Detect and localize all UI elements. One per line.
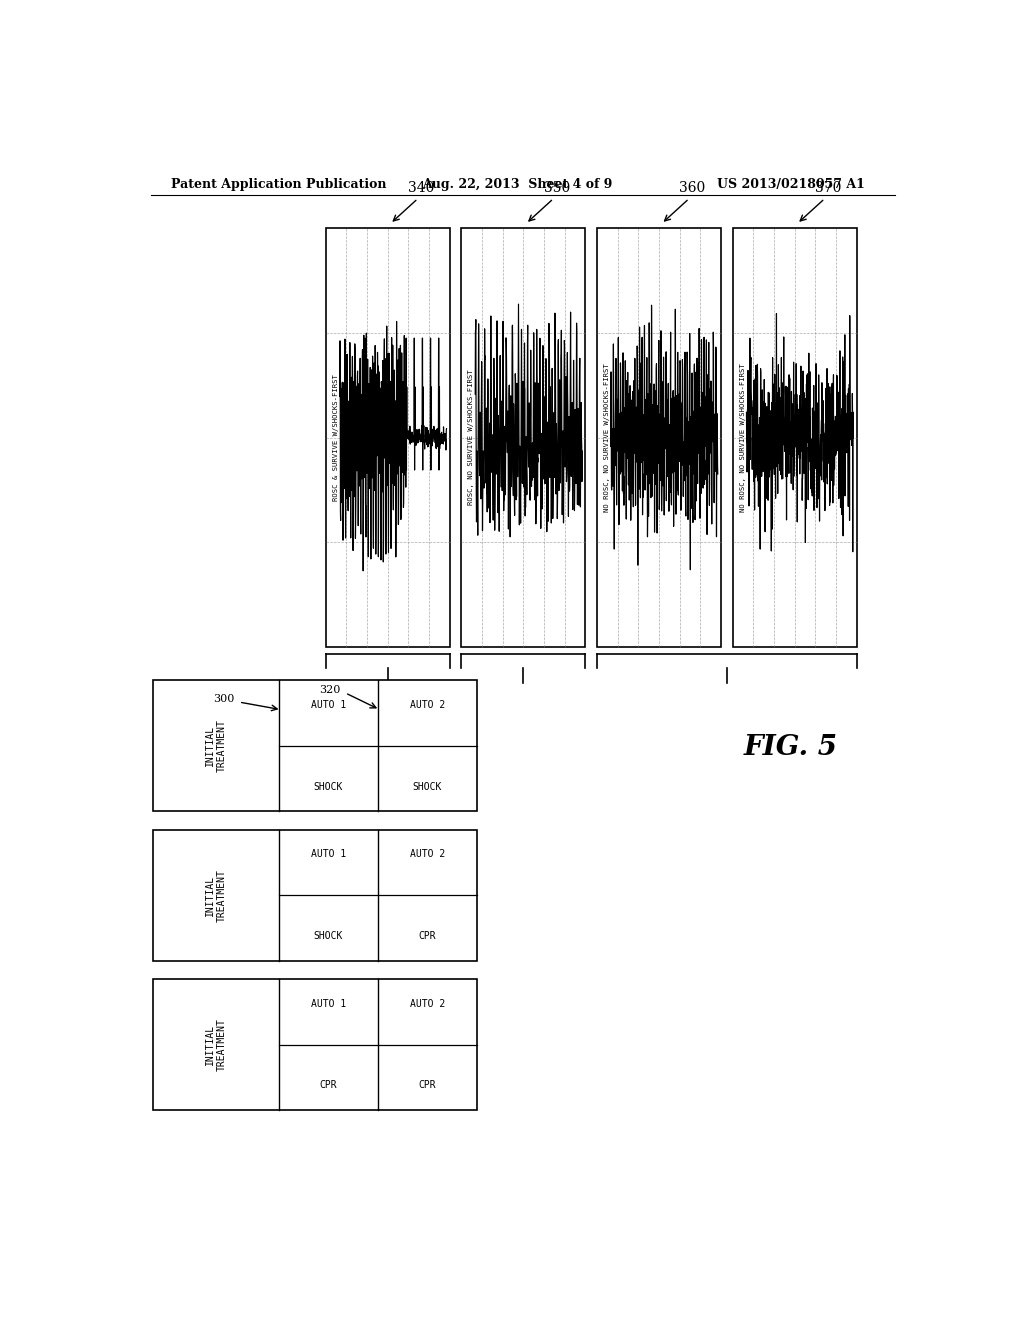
Text: SHOCK: SHOCK	[313, 781, 343, 792]
Bar	[153, 979, 477, 1110]
Text: ROSC & SURVIVE W/SHOCKS-FIRST: ROSC & SURVIVE W/SHOCKS-FIRST	[333, 374, 339, 502]
Text: US 2013/0218057 A1: US 2013/0218057 A1	[717, 178, 865, 190]
Text: SHOCK: SHOCK	[313, 931, 343, 941]
Text: INITIAL
TREATMENT: INITIAL TREATMENT	[205, 1018, 226, 1071]
Bar	[461, 228, 586, 647]
Bar	[153, 830, 477, 961]
Text: 300: 300	[213, 694, 234, 704]
Bar	[732, 228, 856, 647]
Text: CPR: CPR	[319, 1081, 337, 1090]
Text: CPR: CPR	[419, 931, 436, 941]
Text: AUTO 1: AUTO 1	[310, 700, 346, 710]
Text: INITIAL
TREATMENT: INITIAL TREATMENT	[205, 719, 226, 772]
Text: Aug. 22, 2013  Sheet 4 of 9: Aug. 22, 2013 Sheet 4 of 9	[423, 178, 613, 190]
Text: SHOCK: SHOCK	[413, 781, 441, 792]
Text: AUTO 2: AUTO 2	[410, 999, 444, 1008]
Text: FIG. 5: FIG. 5	[743, 734, 838, 760]
Text: ROSC, NO SURVIVE W/SHOCKS-FIRST: ROSC, NO SURVIVE W/SHOCKS-FIRST	[468, 370, 474, 506]
Text: NO ROSC, NO SURVIVE W/SHOCKS-FIRST: NO ROSC, NO SURVIVE W/SHOCKS-FIRST	[604, 363, 610, 512]
Text: 320: 320	[318, 685, 340, 694]
Text: Patent Application Publication: Patent Application Publication	[171, 178, 386, 190]
Text: AUTO 1: AUTO 1	[310, 850, 346, 859]
Text: 340: 340	[408, 181, 434, 195]
Text: 370: 370	[815, 181, 841, 195]
Text: 360: 360	[679, 181, 706, 195]
Text: CPR: CPR	[419, 1081, 436, 1090]
Text: AUTO 1: AUTO 1	[310, 999, 346, 1008]
Text: 350: 350	[544, 181, 569, 195]
Text: AUTO 2: AUTO 2	[410, 850, 444, 859]
Text: INITIAL
TREATMENT: INITIAL TREATMENT	[205, 869, 226, 921]
Text: AUTO 2: AUTO 2	[410, 700, 444, 710]
Bar	[326, 228, 450, 647]
Bar	[597, 228, 721, 647]
Text: NO ROSC, NO SURVIVE W/SHOCKS-FIRST: NO ROSC, NO SURVIVE W/SHOCKS-FIRST	[739, 363, 745, 512]
Bar	[153, 681, 477, 812]
